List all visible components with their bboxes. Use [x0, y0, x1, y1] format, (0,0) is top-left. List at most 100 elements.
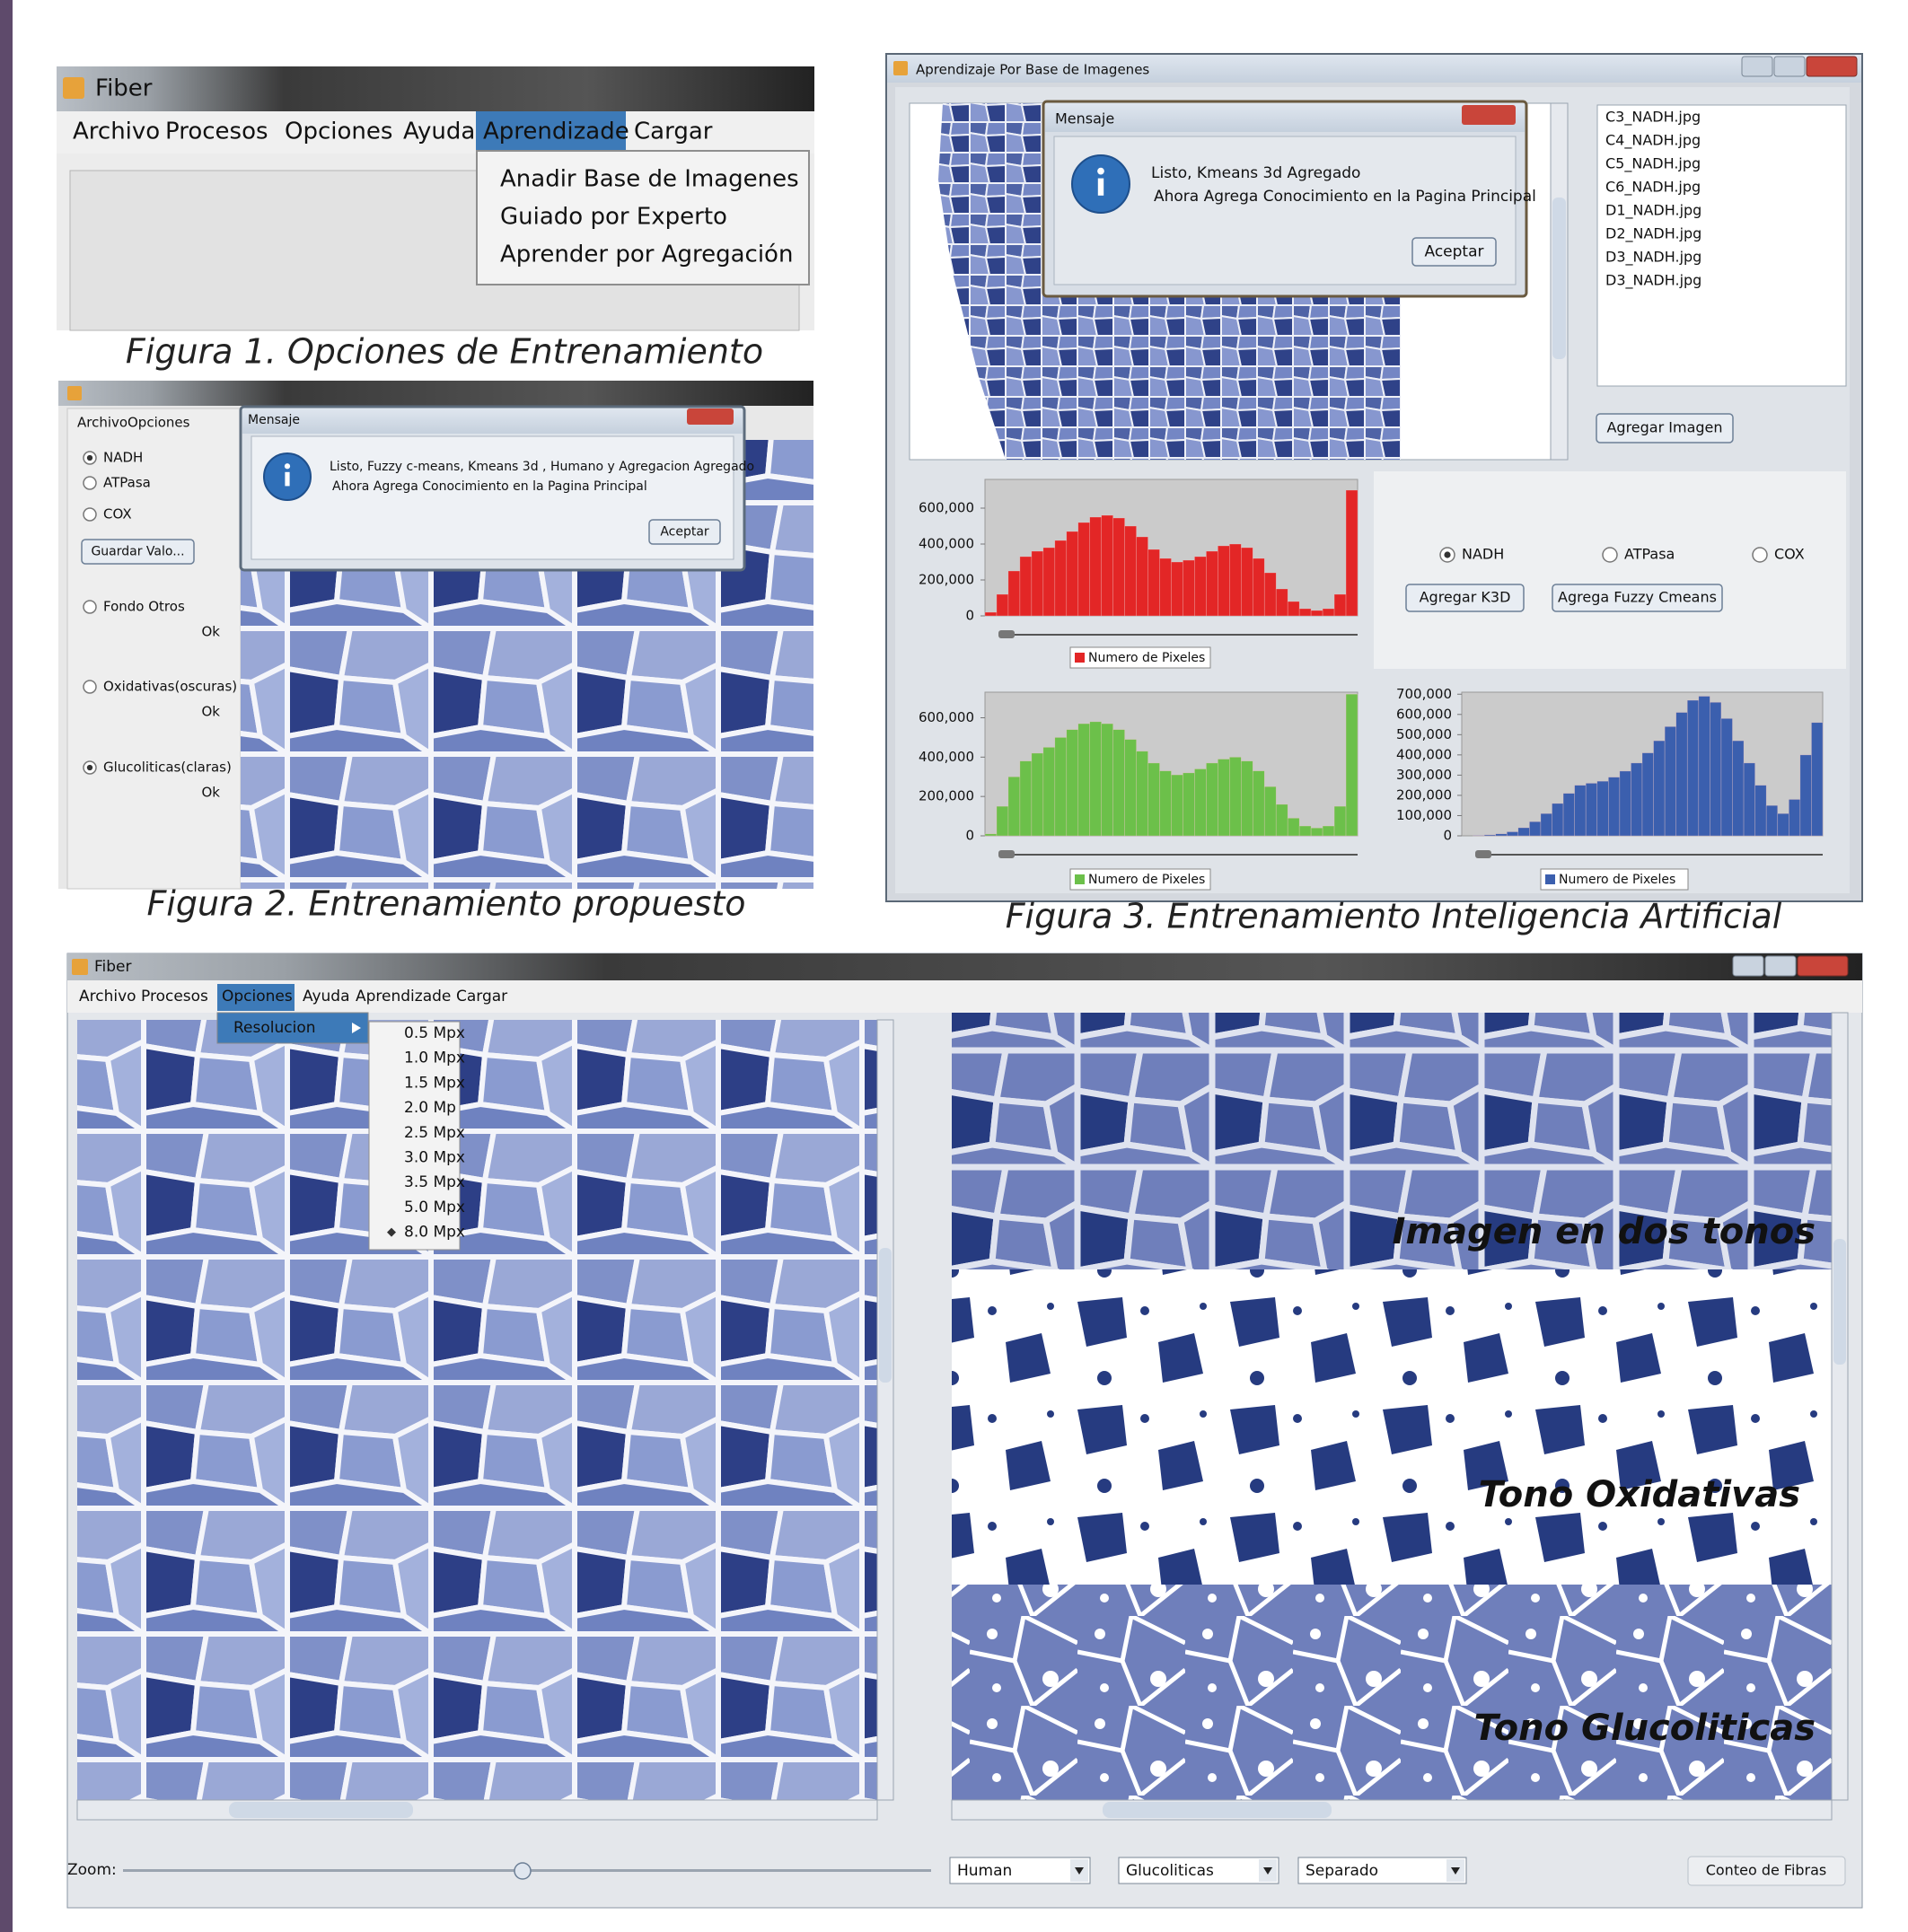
menu-item[interactable]: Cargar: [456, 988, 507, 1006]
y-tick-label: 700,000: [1396, 686, 1452, 702]
combo-value[interactable]: Glucoliticas: [1126, 1862, 1214, 1880]
save-button-label[interactable]: Guardar Valo...: [91, 545, 184, 559]
option-label[interactable]: Fondo Otros: [103, 599, 185, 615]
radio-label[interactable]: ATPasa: [103, 475, 151, 491]
y-tick-label: 400,000: [919, 749, 974, 765]
file-item[interactable]: D1_NADH.jpg: [1605, 202, 1701, 220]
histogram-bar: [1172, 562, 1183, 616]
option-label[interactable]: Oxidativas(oscuras): [103, 679, 237, 695]
menu-item[interactable]: Archivo: [79, 988, 136, 1006]
resolution-item[interactable]: 3.5 Mpx: [404, 1173, 465, 1191]
menu-item[interactable]: Aprendizade: [356, 988, 451, 1006]
radio-button[interactable]: [84, 601, 96, 613]
file-item[interactable]: C5_NADH.jpg: [1605, 155, 1701, 173]
radio-dot: [1444, 551, 1450, 558]
x-scroll-track: [998, 634, 1358, 636]
dialog-title-bar: [1045, 103, 1525, 132]
file-item[interactable]: D2_NADH.jpg: [1605, 225, 1701, 243]
window-maximize[interactable]: [1765, 956, 1796, 976]
radio-label[interactable]: ATPasa: [1624, 546, 1675, 563]
histogram-bar: [1194, 557, 1206, 616]
radio-dot: [87, 455, 92, 461]
radio-label[interactable]: NADH: [103, 450, 143, 466]
dropdown-item[interactable]: Guiado por Experto: [500, 204, 727, 231]
file-item[interactable]: D3_NADH.jpg: [1605, 249, 1701, 267]
radio-label[interactable]: COX: [1774, 546, 1805, 563]
histogram-bar: [1766, 805, 1778, 836]
radio-button[interactable]: [84, 508, 96, 521]
histogram-bar: [1631, 763, 1642, 836]
radio-label[interactable]: NADH: [1462, 546, 1504, 563]
menu-item[interactable]: Ayuda: [403, 119, 475, 145]
menu-item[interactable]: Procesos: [165, 119, 268, 145]
window-maximize[interactable]: [1774, 57, 1805, 76]
x-scroll-knob[interactable]: [998, 850, 1015, 858]
resolution-item[interactable]: 1.0 Mpx: [404, 1049, 465, 1067]
fuzzy-button-label[interactable]: Agrega Fuzzy Cmeans: [1558, 589, 1717, 606]
scroll-thumb[interactable]: [879, 1248, 892, 1383]
dropdown-item[interactable]: Aprender por Agregación: [500, 242, 793, 268]
radio-label[interactable]: COX: [103, 506, 132, 523]
resolution-item[interactable]: 5.0 Mpx: [404, 1199, 465, 1216]
submenu-label[interactable]: Resolucion: [233, 1019, 316, 1037]
add-image-button-label[interactable]: Agregar Imagen: [1606, 419, 1722, 436]
menu-item[interactable]: Ayuda: [303, 988, 350, 1006]
scroll-thumb[interactable]: [1552, 198, 1566, 359]
menu-item[interactable]: Procesos: [141, 988, 208, 1006]
resolution-item[interactable]: 1.5 Mpx: [404, 1074, 465, 1092]
scroll-thumb[interactable]: [1103, 1802, 1332, 1818]
dropdown-item[interactable]: Anadir Base de Imagenes: [500, 166, 799, 193]
menu-item[interactable]: Archivo: [77, 415, 127, 431]
radio-button[interactable]: [84, 681, 96, 693]
radio-button[interactable]: [84, 477, 96, 489]
count-button-label[interactable]: Conteo de Fibras: [1706, 1862, 1827, 1879]
dialog-title-bar: [242, 408, 743, 434]
k3d-button-label[interactable]: Agregar K3D: [1420, 589, 1511, 606]
scroll-thumb[interactable]: [229, 1802, 413, 1818]
x-scroll-knob[interactable]: [998, 630, 1015, 638]
window-minimize[interactable]: [1742, 57, 1772, 76]
file-item[interactable]: C4_NADH.jpg: [1605, 132, 1701, 150]
resolution-item[interactable]: 2.0 Mp: [404, 1099, 456, 1117]
ok-button-label[interactable]: Aceptar: [1425, 243, 1484, 261]
dialog-close[interactable]: [687, 408, 734, 425]
histogram-bar: [1137, 537, 1148, 616]
histogram-bar: [985, 612, 997, 616]
ok-button-label[interactable]: Aceptar: [660, 525, 709, 540]
file-item[interactable]: C6_NADH.jpg: [1605, 179, 1701, 197]
combo-value[interactable]: Human: [957, 1862, 1012, 1880]
oxidative-image: [952, 1269, 1832, 1585]
histogram-bar: [1229, 757, 1241, 836]
resolution-item[interactable]: 0.5 Mpx: [404, 1024, 465, 1042]
menu-item[interactable]: Cargar: [634, 119, 713, 145]
radio-button[interactable]: [1603, 548, 1617, 562]
option-label[interactable]: Glucoliticas(claras): [103, 760, 232, 776]
menu-item[interactable]: Opciones: [222, 988, 293, 1006]
window-close[interactable]: [1798, 956, 1848, 976]
window-close[interactable]: [1807, 57, 1857, 76]
dialog-close[interactable]: [1462, 105, 1516, 125]
window-minimize[interactable]: [1733, 956, 1763, 976]
menu-item[interactable]: Opciones: [285, 119, 392, 145]
menu-item[interactable]: Aprendizade: [483, 119, 629, 145]
histogram-bar: [1276, 589, 1288, 616]
resolution-item[interactable]: 3.0 Mpx: [404, 1149, 465, 1167]
resolution-item[interactable]: 2.5 Mpx: [404, 1124, 465, 1142]
x-scroll-knob[interactable]: [1475, 850, 1491, 858]
histogram-bar: [1323, 609, 1334, 616]
file-item[interactable]: C3_NADH.jpg: [1605, 109, 1701, 127]
overlay-label: Tono Glucoliticas: [1474, 1708, 1816, 1749]
menu-item[interactable]: Opciones: [127, 415, 190, 431]
combo-value[interactable]: Separado: [1306, 1862, 1378, 1880]
radio-button[interactable]: [1753, 548, 1767, 562]
resolution-item[interactable]: 8.0 Mpx: [404, 1224, 465, 1242]
menu-item[interactable]: Archivo: [73, 119, 160, 145]
file-item[interactable]: D3_NADH.jpg: [1605, 272, 1701, 290]
zoom-knob[interactable]: [514, 1863, 531, 1879]
v-scrollbar: [877, 1020, 893, 1800]
caption: Figura 1. Opciones de Entrenamiento: [126, 332, 763, 372]
dialog-text: Ahora Agrega Conocimiento en la Pagina P…: [1154, 188, 1536, 206]
histogram-bar: [1484, 835, 1496, 836]
scroll-thumb[interactable]: [1833, 1239, 1846, 1365]
histogram-bar: [1529, 821, 1541, 836]
